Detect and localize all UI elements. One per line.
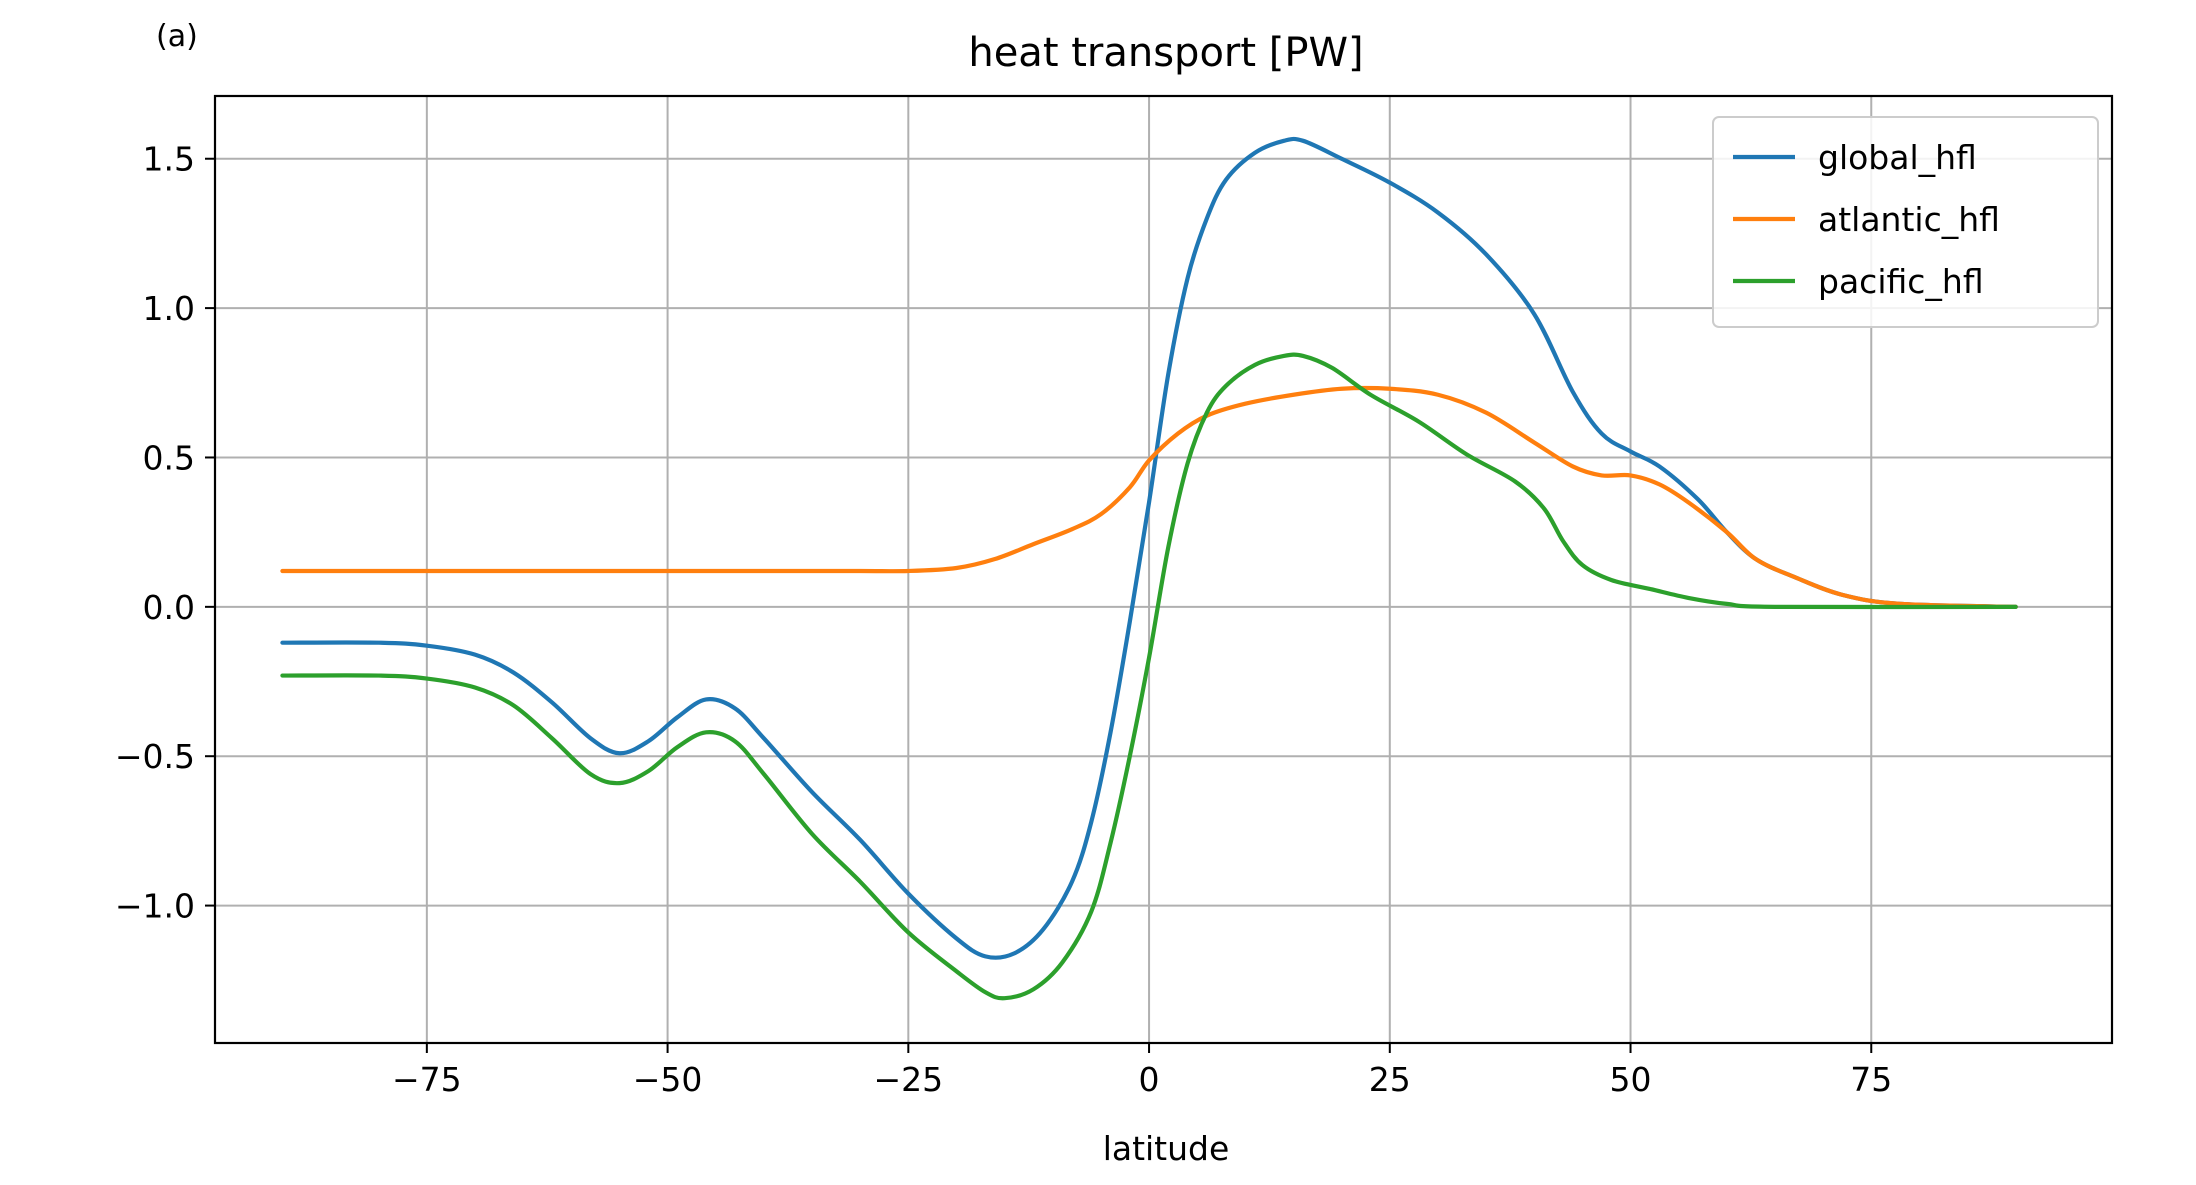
y-tick-label: −0.5 — [115, 737, 195, 776]
legend: global_hfl atlantic_hfl pacific_hfl — [1712, 116, 2099, 328]
x-tick-label: −25 — [873, 1060, 943, 1099]
y-tick-label: 1.0 — [143, 289, 195, 328]
legend-items: global_hfl atlantic_hfl pacific_hfl — [1733, 138, 2000, 301]
y-tick-label: 0.5 — [143, 438, 195, 477]
y-tick-label: −1.0 — [115, 887, 195, 926]
series-line-atlantic_hfl — [280, 385, 2018, 609]
y-axis-ticks: −1.0 −0.5 0.0 0.5 1.0 1.5 — [115, 140, 215, 926]
series-line-pacific_hfl — [280, 352, 2018, 1001]
legend-box — [1712, 116, 2099, 328]
x-axis-ticks: −75 −50 −25 0 25 50 75 — [392, 1043, 1892, 1099]
x-tick-label: −75 — [392, 1060, 462, 1099]
x-axis-label: latitude — [1103, 1129, 1230, 1168]
y-tick-label: 0.0 — [143, 588, 195, 627]
plot-area-frame — [213, 94, 2114, 1045]
chart-title: heat transport [PW] — [968, 30, 1363, 76]
series-lines — [280, 136, 2018, 1001]
y-tick-label: 1.5 — [143, 140, 195, 179]
panel-label: (a) — [156, 19, 198, 54]
legend-label-pacific_hfl: pacific_hfl — [1818, 262, 1984, 301]
x-tick-label: −50 — [633, 1060, 703, 1099]
x-tick-label: 50 — [1610, 1060, 1652, 1099]
legend-label-global_hfl: global_hfl — [1818, 138, 1977, 177]
x-tick-label: 75 — [1850, 1060, 1892, 1099]
x-tick-label: 25 — [1369, 1060, 1411, 1099]
legend-label-atlantic_hfl: atlantic_hfl — [1818, 200, 2000, 239]
series-line-global_hfl — [280, 136, 2018, 960]
x-tick-label: 0 — [1139, 1060, 1160, 1099]
